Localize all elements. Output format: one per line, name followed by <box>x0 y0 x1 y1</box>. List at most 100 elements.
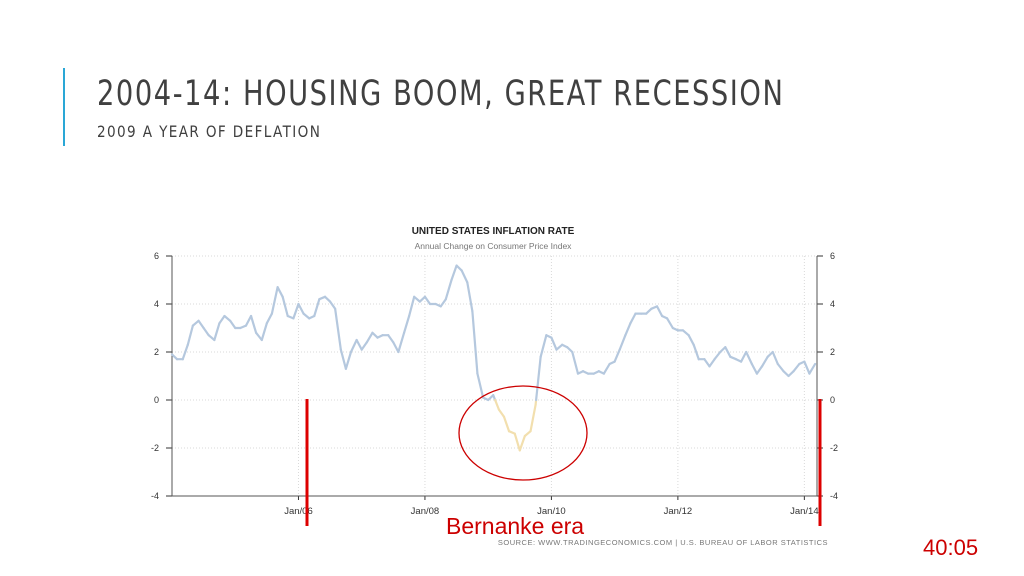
series-segment <box>244 314 253 327</box>
series-segment <box>571 350 580 375</box>
series-segment <box>566 346 574 354</box>
series-segment <box>655 305 664 318</box>
series-segment <box>523 430 532 438</box>
y-tick-label-right: 0 <box>830 395 835 405</box>
chart-axes: -4 -4 -2 -2 0 0 2 2 4 4 6 6 Jan/06 Jan/08 Jan/10 Jan/12… <box>151 251 838 517</box>
y-tick-label-left: 4 <box>154 299 159 309</box>
series-segment <box>629 312 637 325</box>
series-segment <box>334 307 342 351</box>
series-segment <box>423 295 432 306</box>
series-segment <box>297 302 305 315</box>
series-segment <box>218 314 226 325</box>
series-segment <box>260 322 268 342</box>
series-segment <box>529 403 537 433</box>
series-segment <box>502 415 511 433</box>
series-segment <box>782 370 790 378</box>
series-segment <box>276 286 284 298</box>
chart-series <box>170 264 817 452</box>
series-segment <box>397 331 406 354</box>
series-segment <box>270 286 279 315</box>
series-segment <box>613 348 621 363</box>
series-segment <box>450 264 458 282</box>
series-segment <box>249 314 258 334</box>
series-segment <box>313 298 321 318</box>
series-segment <box>666 317 674 330</box>
y-tick-label-right: 4 <box>830 299 835 309</box>
series-segment <box>719 346 727 354</box>
x-tick-label: Jan/14 <box>790 506 819 517</box>
chart-title: UNITED STATES INFLATION RATE <box>412 226 575 237</box>
series-segment <box>555 343 564 351</box>
series-segment <box>745 350 753 366</box>
x-tick-label: Jan/10 <box>537 506 566 517</box>
series-segment <box>687 334 695 346</box>
chart-subtitle: Annual Change on Consumer Price Index <box>415 241 573 251</box>
series-segment <box>413 295 421 303</box>
y-tick-label-left: -2 <box>151 443 159 453</box>
x-tick-label: Jan/12 <box>664 506 693 517</box>
series-segment <box>323 295 332 303</box>
y-tick-label-left: 6 <box>154 251 159 261</box>
series-segment <box>681 329 690 337</box>
series-segment <box>771 350 779 366</box>
series-segment <box>408 295 416 318</box>
y-tick-label-right: -2 <box>830 443 838 453</box>
series-segment <box>808 362 817 375</box>
series-segment <box>708 358 716 368</box>
series-segment <box>471 310 479 375</box>
series-segment <box>207 334 216 342</box>
series-segment <box>439 298 447 308</box>
slide-title: 2004-14: HOUSING BOOM, GREAT RECESSION <box>97 74 785 114</box>
series-segment <box>402 314 411 334</box>
series-segment <box>213 322 221 342</box>
series-segment <box>550 336 558 351</box>
series-segment <box>229 319 237 330</box>
series-segment <box>302 312 311 320</box>
y-tick-label-left: -4 <box>151 491 159 501</box>
series-segment <box>792 362 801 373</box>
series-segment <box>776 362 785 373</box>
series-segment <box>645 307 653 315</box>
slide-subtitle: 2009 A YEAR OF DEFLATION <box>97 122 322 141</box>
series-segment <box>371 331 379 339</box>
series-segment <box>292 302 300 320</box>
title-accent-bar <box>63 68 65 146</box>
series-segment <box>466 281 474 313</box>
series-segment <box>265 312 274 325</box>
series-segment <box>513 432 521 452</box>
series-segment <box>787 370 795 378</box>
series-segment <box>713 350 722 361</box>
series-segment <box>344 350 353 370</box>
series-segment <box>444 278 453 301</box>
chart-source: SOURCE: WWW.TRADINGECONOMICS.COM | U.S. … <box>498 538 828 547</box>
series-segment <box>365 331 374 344</box>
series-segment <box>476 372 485 399</box>
x-tick-label: Jan/08 <box>411 506 440 517</box>
series-segment <box>760 355 769 368</box>
y-tick-label-right: 6 <box>830 251 835 261</box>
series-segment <box>181 343 189 361</box>
series-segment <box>750 362 759 375</box>
x-tick-label: Jan/06 <box>284 506 313 517</box>
series-segment <box>724 346 732 358</box>
series-segment <box>360 341 368 351</box>
series-segment <box>692 343 700 361</box>
series-segment <box>803 360 811 375</box>
series-segment <box>281 295 289 318</box>
series-segment <box>328 300 337 310</box>
series-segment <box>602 362 611 375</box>
series-segment <box>418 295 427 303</box>
series-segment <box>170 353 179 361</box>
y-tick-label-right: -4 <box>830 491 838 501</box>
series-segment <box>349 338 358 354</box>
video-timestamp: 40:05 <box>923 535 979 560</box>
series-segment <box>518 434 526 452</box>
series-segment <box>624 322 632 337</box>
series-segment <box>618 334 627 351</box>
series-segment <box>197 319 205 330</box>
y-tick-label-right: 2 <box>830 347 835 357</box>
series-segment <box>755 365 764 375</box>
series-segment <box>703 358 711 368</box>
series-segment <box>355 338 363 351</box>
